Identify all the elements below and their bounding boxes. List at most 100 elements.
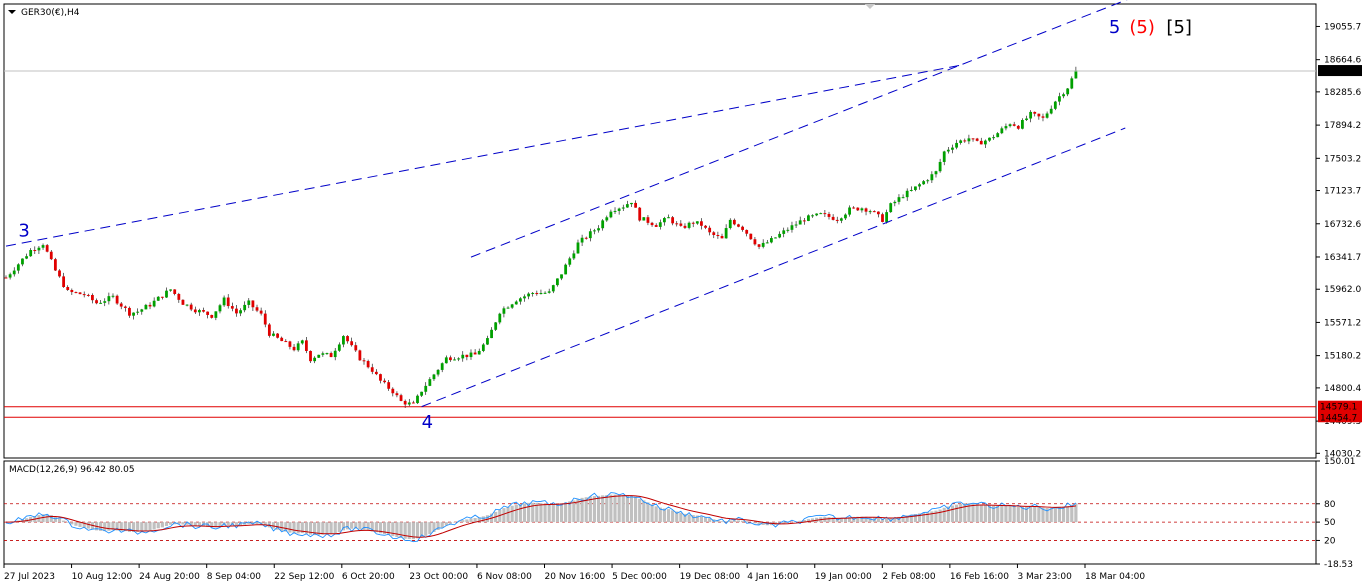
candle-body xyxy=(292,346,296,351)
support-1-price-label: 14579.1 xyxy=(1320,403,1357,413)
support-2-price-tag xyxy=(1318,411,1362,423)
candle-body xyxy=(708,227,712,233)
time-tick-label: 3 Mar 23:00 xyxy=(1017,572,1072,582)
candle-body xyxy=(774,237,777,239)
candle-body xyxy=(1008,124,1012,127)
candle-body xyxy=(399,395,403,401)
time-tick-label: 19 Jan 00:00 xyxy=(815,572,872,582)
candle-body xyxy=(41,245,45,248)
candle-body xyxy=(91,295,94,301)
candle-body xyxy=(362,360,366,362)
candle-body xyxy=(556,278,559,286)
candle-body xyxy=(29,250,33,257)
channel-upper[interactable] xyxy=(470,0,1138,258)
candle-body xyxy=(671,217,675,224)
candle-body xyxy=(876,211,880,215)
candle-body xyxy=(103,301,107,303)
candle-body xyxy=(140,309,144,312)
candle-body xyxy=(119,303,123,307)
wave-label-1: 3 xyxy=(18,221,29,242)
candle-body xyxy=(704,225,707,228)
candle-body xyxy=(700,221,703,226)
candle-body xyxy=(4,277,8,279)
candle-body xyxy=(765,242,769,244)
chevron-down-icon[interactable] xyxy=(8,10,16,14)
candle-body xyxy=(251,300,255,308)
candle-body xyxy=(12,270,16,275)
candle-body xyxy=(613,210,617,212)
candle-body xyxy=(193,309,197,313)
candle-body xyxy=(350,341,354,346)
macd-line xyxy=(5,492,1077,543)
candle-body xyxy=(897,197,901,202)
macd-pane[interactable] xyxy=(3,460,1317,565)
candle-body xyxy=(769,238,773,243)
candle-body xyxy=(967,138,971,142)
time-tick-label: 22 Sep 12:00 xyxy=(274,572,334,582)
price-tick-label: 14800.4 xyxy=(1324,384,1361,394)
candle-body xyxy=(597,228,600,231)
candle-body xyxy=(975,138,979,141)
candle-body xyxy=(144,304,148,310)
candle-body xyxy=(568,258,572,265)
candle-body xyxy=(872,211,876,213)
candle-body xyxy=(337,344,341,351)
candle-body xyxy=(457,358,461,360)
price-tick-label: 16341.7 xyxy=(1324,253,1361,263)
candles xyxy=(4,66,1078,409)
candle-body xyxy=(342,336,345,345)
candle-body xyxy=(901,197,905,199)
candle-body xyxy=(235,308,238,314)
price-pane[interactable] xyxy=(3,0,1317,459)
channel-lower[interactable] xyxy=(421,127,1126,408)
candle-body xyxy=(210,314,214,318)
shift-marker-icon[interactable] xyxy=(865,4,875,9)
price-tick-label: 14030.2 xyxy=(1324,449,1361,459)
candle-body xyxy=(132,312,135,316)
candle-body xyxy=(1070,78,1074,89)
candle-body xyxy=(848,207,851,215)
macd-tick-label: 80 xyxy=(1324,500,1336,510)
candle-body xyxy=(794,224,798,226)
candle-body xyxy=(325,353,329,355)
current-price-tag xyxy=(1318,65,1362,77)
candle-body xyxy=(909,189,913,191)
candle-body xyxy=(107,296,111,302)
candle-body xyxy=(580,237,584,243)
candle-body xyxy=(807,215,810,221)
time-tick-label: 6 Nov 08:00 xyxy=(477,572,532,582)
price-tick-label: 17123.7 xyxy=(1324,187,1361,197)
candle-body xyxy=(156,296,160,301)
candle-body xyxy=(1045,113,1049,118)
candle-body xyxy=(523,296,526,299)
candle-body xyxy=(185,304,189,306)
candle-body xyxy=(25,256,28,259)
candle-body xyxy=(354,345,358,351)
time-tick-label: 8 Sep 04:00 xyxy=(207,572,262,582)
candle-body xyxy=(255,307,259,311)
candle-body xyxy=(288,341,292,347)
candle-body xyxy=(844,214,847,219)
candle-body xyxy=(1041,116,1045,118)
time-tick-label: 19 Dec 08:00 xyxy=(680,572,741,582)
candle-body xyxy=(218,305,222,312)
candle-body xyxy=(189,304,193,310)
candle-body xyxy=(490,329,493,339)
candle-body xyxy=(798,220,802,225)
support-2-price-label: 14454.7 xyxy=(1320,413,1357,423)
candle-body xyxy=(930,174,934,181)
candle-body xyxy=(444,357,448,364)
candle-body xyxy=(1049,108,1053,114)
candle-body xyxy=(691,222,695,224)
macd-tick-label: 150.01 xyxy=(1324,457,1356,467)
price-tick-label: 18664.6 xyxy=(1324,56,1361,66)
upper-wedge-line[interactable] xyxy=(5,64,961,247)
candle-body xyxy=(885,212,889,222)
candle-body xyxy=(243,304,247,311)
candle-body xyxy=(983,140,987,145)
candle-body xyxy=(609,211,613,218)
candle-body xyxy=(403,400,407,405)
candle-body xyxy=(300,340,304,344)
